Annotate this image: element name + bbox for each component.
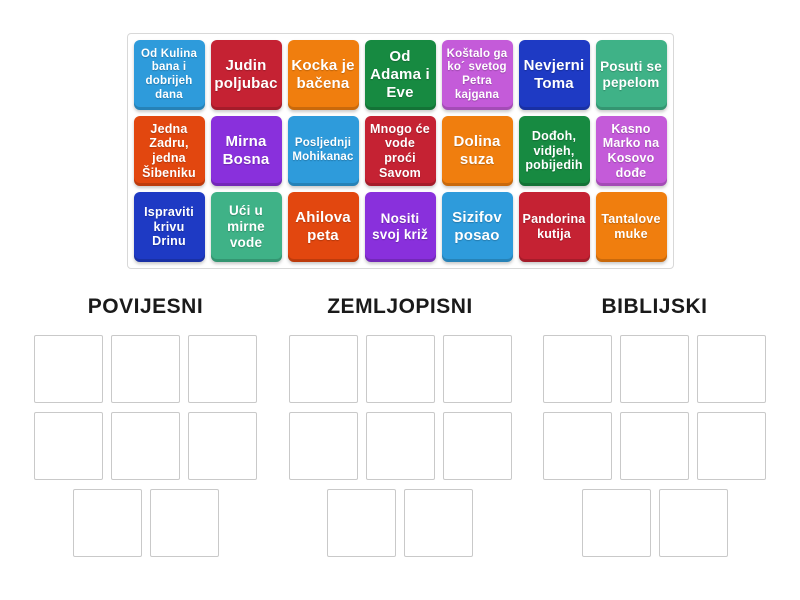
tile-label: Tantalove muke [601,212,661,241]
drop-slot[interactable] [365,412,435,480]
tile-label: Nositi svoj križ [372,211,428,242]
tile-board: Od Kulina bana i dobrijeh dana Judin polj… [126,33,674,269]
group-zemljopisni: ZEMLJOPISNI [288,295,512,557]
drop-slot[interactable] [697,335,766,403]
tile-label: Od Adama i Eve [370,48,430,101]
drop-slot[interactable] [658,489,728,557]
tile-14[interactable]: Kasno Marko na Kosovo dođe [595,116,667,186]
tile-18[interactable]: Nositi svoj križ [364,192,436,262]
tile-label: Kasno Marko na Kosovo dođe [602,121,660,180]
drop-slot[interactable] [404,489,473,557]
tile-20[interactable]: Pandorina kutija [518,192,590,262]
tile-label: Dolina suza [453,133,501,168]
group-title-biblijski: BIBLIJSKI [601,295,708,318]
drop-slot[interactable] [288,335,358,403]
groups-row: POVIJESNI ZEMLJOPISNI BIBLIJSKI [0,295,800,557]
tile-1[interactable]: Od Kulina bana i dobrijeh dana [133,40,205,110]
tile-label: Pandorina kutija [522,212,586,241]
tile-3[interactable]: Kocka je bačena [287,40,359,110]
tile-16[interactable]: Ući u mirne vode [210,192,282,262]
tile-12[interactable]: Dolina suza [441,116,513,186]
tile-label: Judin poljubac [214,57,278,92]
tile-label: Dođoh, vidjeh, pobijedih [525,128,583,173]
group-title-zemljopisni: ZEMLJOPISNI [327,295,473,318]
tile-6[interactable]: Nevjerni Toma [518,40,590,110]
tile-19[interactable]: Sizifov posao [441,192,513,262]
tile-label: Mnogo će vode proći Savom [370,121,430,180]
drop-slot[interactable] [188,412,257,480]
drop-slot[interactable] [111,335,180,403]
tile-7[interactable]: Posuti se pepelom [595,40,667,110]
tile-8[interactable]: Jedna Zadru, jedna Šibeniku [133,116,205,186]
group-slots-biblijski [543,335,766,557]
drop-slot[interactable] [581,489,651,557]
drop-slot[interactable] [72,489,142,557]
group-title-povijesni: POVIJESNI [87,295,204,318]
drop-slot[interactable] [149,489,219,557]
tile-label: Posuti se pepelom [600,59,662,90]
tile-label: Kocka je bačena [291,57,355,92]
drop-slot[interactable] [543,412,612,480]
tile-17[interactable]: Ahilova peta [287,192,359,262]
drop-slot[interactable] [111,412,180,480]
tile-2[interactable]: Judin poljubac [210,40,282,110]
tile-10[interactable]: Posljednji Mohikanac [287,116,359,186]
tile-4[interactable]: Od Adama i Eve [364,40,436,110]
tile-15[interactable]: Ispraviti krivu Drinu [133,192,205,262]
drop-slot[interactable] [697,412,766,480]
drop-slot[interactable] [442,412,512,480]
drop-slot[interactable] [620,412,689,480]
tile-label: Nevjerni Toma [523,57,585,92]
drop-slot[interactable] [442,335,512,403]
tile-label: Ući u mirne vode [227,203,265,250]
tile-5[interactable]: Koštalo ga ko´ svetog Petra kajgana [441,40,513,110]
tile-label: Mirna Bosna [222,133,270,168]
tile-label: Sizifov posao [452,209,502,244]
drop-slot[interactable] [620,335,689,403]
group-povijesni: POVIJESNI [34,295,257,557]
tile-11[interactable]: Mnogo će vode proći Savom [364,116,436,186]
group-slots-zemljopisni [288,335,512,557]
tile-label: Jedna Zadru, jedna Šibeniku [142,121,196,180]
group-slots-povijesni [34,335,257,557]
group-biblijski: BIBLIJSKI [543,295,766,557]
drop-slot[interactable] [188,335,257,403]
drop-slot[interactable] [34,335,103,403]
drop-slot[interactable] [543,335,612,403]
tile-label: Koštalo ga ko´ svetog Petra kajgana [446,47,508,101]
drop-slot[interactable] [327,489,396,557]
drop-slot[interactable] [288,412,358,480]
tile-label: Posljednji Mohikanac [292,137,354,163]
tile-9[interactable]: Mirna Bosna [210,116,282,186]
drop-slot[interactable] [365,335,435,403]
tile-13[interactable]: Dođoh, vidjeh, pobijedih [518,116,590,186]
drop-slot[interactable] [34,412,103,480]
tile-label: Ahilova peta [295,209,351,244]
tile-board-wrap: Od Kulina bana i dobrijeh dana Judin polj… [0,0,800,269]
tile-label: Ispraviti krivu Drinu [144,204,194,249]
tile-21[interactable]: Tantalove muke [595,192,667,262]
tile-label: Od Kulina bana i dobrijeh dana [140,47,198,101]
